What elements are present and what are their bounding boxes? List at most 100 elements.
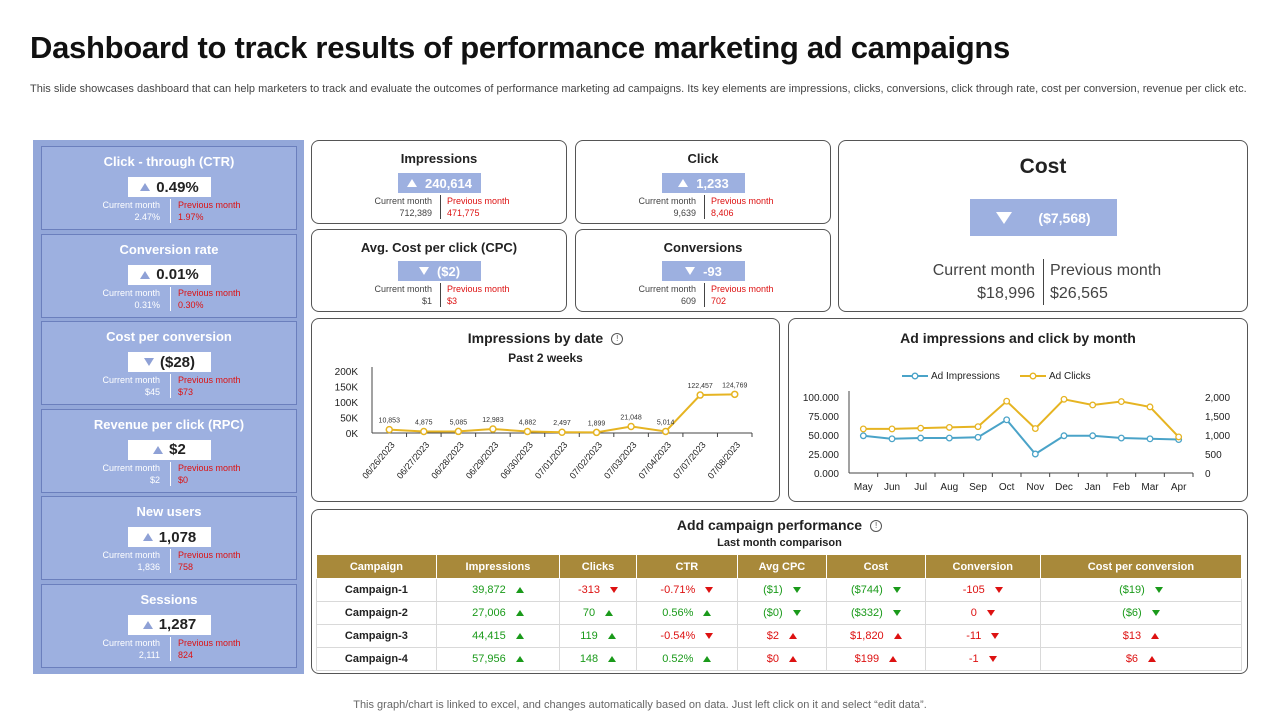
impressions-card[interactable]: Impressions 240,614 Current month 712,389… <box>311 140 567 224</box>
data-label: 5,085 <box>450 419 468 426</box>
kpi-value: $2 <box>169 441 186 458</box>
x-tick-label: Jul <box>914 482 927 493</box>
up-triangle-icon <box>889 656 898 663</box>
x-tick-label: 06/30/2023 <box>498 440 535 481</box>
kpi-value: ($28) <box>159 353 196 371</box>
data-point <box>1089 432 1097 440</box>
click-current: Current month 9,639 <box>638 196 696 218</box>
kpi-previous: Previous month $73 <box>170 374 290 398</box>
y-left-tick-label: 50.000 <box>808 431 839 442</box>
table-cell: 0.52% <box>635 647 738 671</box>
kpi-card[interactable]: New users 1,078 Current month 1,836 Previous… <box>41 496 297 580</box>
info-icon[interactable]: ! <box>611 333 624 346</box>
x-tick-label: Sep <box>969 482 987 493</box>
data-label: 10,853 <box>379 418 401 425</box>
legend-marker <box>1029 372 1037 380</box>
data-point <box>696 391 704 399</box>
click-card[interactable]: Click 1,233 Current month 9,639 Previous … <box>575 140 831 224</box>
down-arrow-icon <box>996 211 1013 224</box>
table-cell: -313 <box>559 578 637 602</box>
impressions-chart-card[interactable]: Impressions by date! Past 2 weeks 200K 15… <box>311 318 780 502</box>
column-header[interactable]: Clicks <box>559 554 637 579</box>
kpi-card[interactable]: Click - through (CTR) 0.49% Current month 2… <box>41 146 297 230</box>
kpi-card[interactable]: Conversion rate 0.01% Current month 0.31% Pr… <box>41 233 297 318</box>
kpi-title: Revenue per click (RPC) <box>93 416 245 432</box>
kpi-card[interactable]: Sessions 1,287 Current month 2,111 Previous … <box>41 583 297 668</box>
kpi-title: Cost per conversion <box>106 329 232 344</box>
data-point <box>1117 398 1125 406</box>
campaign-card[interactable]: Add campaign performance! Last month com… <box>311 509 1248 674</box>
y-tick-label: 50K <box>340 414 358 425</box>
campaign-table: Campaign Impressions Clicks CTR Avg CPC Cost C… <box>316 554 1243 671</box>
kpi-card[interactable]: Revenue per click (RPC) $2 Current month $2… <box>41 408 297 493</box>
kpi-title: Sessions <box>140 591 198 607</box>
table-cell: 0.56% <box>635 601 738 625</box>
click-title: Click <box>687 151 719 166</box>
table-row[interactable]: Campaign-2 27,006 70 0.56% ($0) ($332) 0 ($6) <box>316 601 1243 625</box>
table-cell: ($0) <box>736 601 828 625</box>
kpi-title: Conversion rate <box>119 241 219 257</box>
y-right-tick-label: 1,500 <box>1205 412 1230 423</box>
up-triangle-icon <box>789 656 798 663</box>
table-row[interactable]: Campaign-1 39,872 -313 -0.71% ($1) ($744) -105… <box>316 578 1243 602</box>
table-cell: ($19) <box>1039 578 1243 602</box>
cpc-card[interactable]: Avg. Cost per click (CPC) ($2) Current m… <box>311 229 567 312</box>
column-header[interactable]: Cost <box>826 554 926 579</box>
table-cell: 57,956 <box>435 647 561 671</box>
info-icon[interactable]: ! <box>870 520 883 533</box>
conversions-card[interactable]: Conversions -93 Current month 609 Previou… <box>575 229 831 312</box>
table-row[interactable]: Campaign-4 57,956 148 0.52% $0 $199 -1 $6 <box>316 647 1243 671</box>
data-point <box>592 428 601 437</box>
kpi-value: 1,078 <box>158 528 197 546</box>
table-row[interactable]: Campaign-3 44,415 119 -0.54% $2 $1,820 -11 $13 <box>316 624 1243 648</box>
up-arrow-icon <box>142 620 153 629</box>
y-left-tick-label: 25.000 <box>808 450 839 461</box>
data-point <box>974 423 982 431</box>
kpi-card[interactable]: Cost per conversion ($28) Current month $45… <box>41 321 297 405</box>
cost-card[interactable]: Cost ($7,568) Current month $18,996 Previ… <box>838 140 1248 312</box>
table-cell: $2 <box>736 624 828 648</box>
x-tick-label: Mar <box>1141 482 1159 493</box>
data-point <box>1089 401 1097 409</box>
cell-value: ($19) <box>1119 584 1145 596</box>
x-tick-label: 06/28/2023 <box>429 440 466 481</box>
campaign-subtitle: Last month comparison <box>717 537 842 549</box>
column-header[interactable]: Avg CPC <box>736 554 828 579</box>
up-triangle-icon <box>703 610 712 617</box>
kpi-previous: Previous month 824 <box>170 636 290 661</box>
cpc-previous: Previous month $3 <box>440 283 560 307</box>
column-header[interactable]: Impressions <box>435 554 561 579</box>
kpi-current: Current month 2,111 <box>102 637 160 660</box>
y-right-tick-label: 0 <box>1205 469 1211 480</box>
table-cell: ($6) <box>1039 601 1243 625</box>
data-point <box>454 427 463 436</box>
kpi-current: Current month 2.47% <box>102 200 160 222</box>
y-right-tick-label: 2,000 <box>1205 393 1230 404</box>
kpi-panel: Click - through (CTR) 0.49% Current month 2… <box>33 140 304 674</box>
click-value: 1,233 <box>696 175 729 191</box>
data-point <box>1146 435 1154 443</box>
down-triangle-icon <box>705 633 714 640</box>
x-tick-label: 07/01/2023 <box>533 440 570 481</box>
x-tick-label: Feb <box>1113 482 1131 493</box>
click-previous: Previous month 8,406 <box>704 195 824 219</box>
kpi-value-box: 1,287 <box>128 614 211 635</box>
cell-value: 119 <box>580 630 598 642</box>
x-tick-label: 07/02/2023 <box>567 440 604 481</box>
column-header[interactable]: Conversion <box>924 554 1041 579</box>
cell-value: 0.52% <box>662 653 694 665</box>
up-arrow-icon <box>140 270 151 279</box>
up-triangle-icon <box>608 656 617 663</box>
page-subtitle: This slide showcases dashboard that can … <box>30 83 1247 95</box>
kpi-previous: Previous month 0.30% <box>170 286 290 311</box>
column-header[interactable]: Cost per conversion <box>1039 554 1243 579</box>
kpi-current: Current month 0.31% <box>102 287 160 310</box>
column-header[interactable]: CTR <box>635 554 738 579</box>
column-header[interactable]: Campaign <box>316 554 437 579</box>
kpi-title: New users <box>136 504 202 519</box>
down-triangle-icon <box>705 587 714 594</box>
conversions-previous: Previous month 702 <box>704 283 824 307</box>
cost-value: ($7,568) <box>1038 209 1091 226</box>
down-triangle-icon <box>994 587 1003 594</box>
ad-chart-card[interactable]: Ad impressions and click by month 100.00… <box>788 318 1248 502</box>
